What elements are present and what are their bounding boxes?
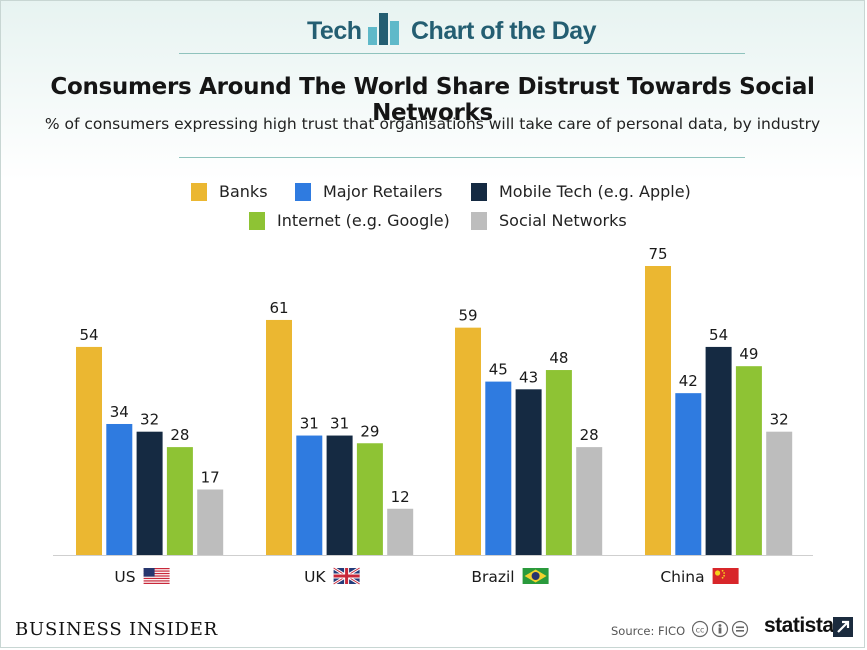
uk-flag-icon [332, 566, 361, 586]
header-divider [179, 53, 745, 54]
data-label-uk-2: 31 [330, 415, 349, 433]
category-label-china: China [660, 568, 704, 586]
us-flag-icon [143, 568, 170, 584]
china-flag-icon [712, 568, 739, 584]
bar-china-4 [766, 431, 793, 555]
legend-swatch-mobile-tech [471, 183, 487, 201]
bar-china-2 [705, 346, 732, 555]
category-label-uk: UK [304, 568, 326, 586]
source-note: Source: FICO [611, 624, 686, 638]
cc-icon: cc [692, 620, 709, 638]
bar-china-3 [735, 366, 762, 555]
bar-uk-0 [266, 319, 292, 555]
legend-label-banks: Banks [219, 182, 268, 201]
bar-brazil-2 [515, 389, 542, 555]
bar-uk-4 [387, 508, 414, 555]
bar-us-2 [136, 431, 163, 555]
svg-text:cc: cc [696, 626, 705, 635]
header-chart-of-the-day: Chart of the Day [411, 17, 597, 45]
publisher-logo: BUSINESS INSIDER [15, 619, 219, 640]
data-label-brazil-4: 28 [580, 426, 599, 444]
bar-us-3 [166, 447, 193, 555]
bar-brazil-1 [485, 381, 512, 555]
bar-uk-2 [326, 435, 353, 555]
legend-label-major-retailers: Major Retailers [323, 182, 443, 201]
data-label-china-0: 75 [648, 245, 667, 263]
header-tech: Tech [307, 17, 362, 45]
data-label-us-4: 17 [201, 468, 220, 486]
legend-label-internet: Internet (e.g. Google) [277, 211, 450, 230]
chart-of-the-day-logo-icon [368, 13, 399, 45]
bar-us-1 [106, 423, 133, 555]
license-icons: cc [692, 620, 749, 638]
legend-swatch-major-retailers [295, 183, 311, 201]
data-label-china-1: 42 [679, 372, 698, 390]
data-label-brazil-3: 48 [549, 349, 568, 367]
data-label-brazil-0: 59 [458, 307, 477, 325]
legend-swatch-social-networks [471, 212, 487, 230]
bar-china-1 [675, 393, 702, 555]
data-label-us-3: 28 [170, 426, 189, 444]
bar-uk-1 [296, 435, 323, 555]
statista-arrow-icon [833, 617, 853, 637]
legend-swatch-internet [249, 212, 265, 230]
data-label-uk-4: 12 [391, 488, 410, 506]
data-label-uk-0: 61 [269, 299, 288, 317]
data-label-us-2: 32 [140, 411, 159, 429]
bar-china-0 [645, 266, 671, 555]
data-label-china-4: 32 [770, 411, 789, 429]
bar-brazil-0 [455, 327, 481, 555]
nd-icon [731, 620, 749, 638]
bar-brazil-3 [545, 370, 572, 555]
bar-uk-3 [356, 443, 383, 555]
data-label-uk-1: 31 [300, 415, 319, 433]
data-label-brazil-2: 43 [519, 368, 538, 386]
bar-chart-plot: 54 34 32 28 17 US 61 31 31 29 12 UK 59 45 43 48 28 Brazil… [53, 245, 813, 586]
bar-brazil-4 [576, 447, 603, 555]
title-divider [179, 157, 745, 158]
data-label-us-0: 54 [79, 326, 98, 344]
chart-subtitle: % of consumers expressing high trust tha… [44, 115, 821, 133]
by-icon [711, 620, 729, 638]
legend-swatch-banks [191, 183, 207, 201]
legend-label-mobile-tech: Mobile Tech (e.g. Apple) [499, 182, 691, 201]
statista-logo: statista [764, 614, 834, 637]
category-label-us: US [114, 568, 135, 586]
brazil-flag-icon [522, 568, 549, 584]
data-label-us-1: 34 [110, 403, 129, 421]
bar-us-0 [76, 346, 102, 555]
data-label-china-2: 54 [709, 326, 728, 344]
header: Tech Chart of the Day [1, 11, 864, 51]
data-label-china-3: 49 [739, 345, 758, 363]
legend-label-social-networks: Social Networks [499, 211, 627, 230]
data-label-brazil-1: 45 [489, 361, 508, 379]
category-label-brazil: Brazil [471, 568, 514, 586]
data-label-uk-3: 29 [360, 422, 379, 440]
bar-us-4 [197, 489, 224, 555]
chart-title: Consumers Around The World Share Distrus… [50, 74, 815, 126]
